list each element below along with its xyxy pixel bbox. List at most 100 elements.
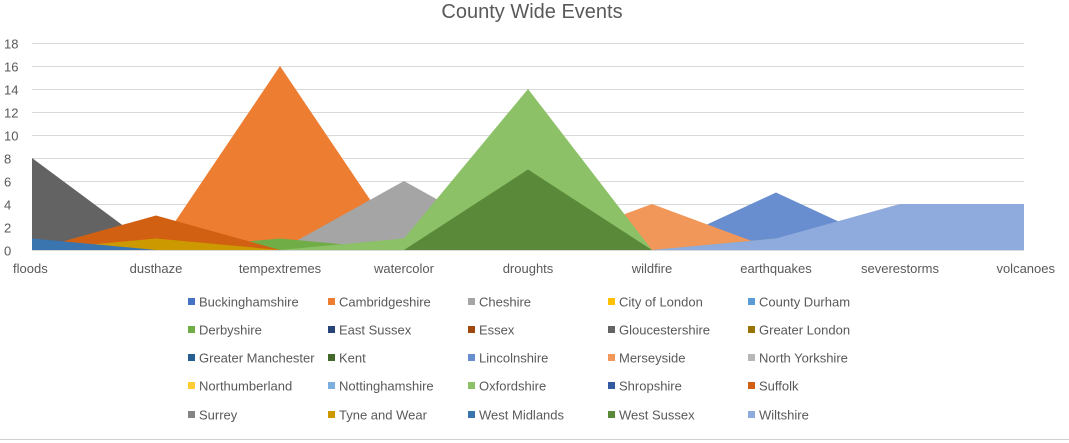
legend-swatch [468, 326, 475, 333]
x-tick-label: volcanoes [996, 261, 1055, 276]
legend-label: North Yorkshire [759, 351, 848, 366]
x-tick-label: droughts [503, 261, 554, 276]
legend-item-nottinghamshire[interactable]: Nottinghamshire [328, 379, 434, 394]
legend-item-surrey[interactable]: Surrey [188, 408, 238, 423]
series-areas [32, 66, 1024, 250]
legend-item-city-of-london[interactable]: City of London [608, 295, 703, 310]
legend-item-oxfordshire[interactable]: Oxfordshire [468, 379, 546, 394]
area-wiltshire [32, 204, 1024, 250]
x-tick-label: severestorms [861, 261, 940, 276]
legend-swatch [468, 411, 475, 418]
legend-item-north-yorkshire[interactable]: North Yorkshire [748, 351, 848, 366]
legend-item-greater-manchester[interactable]: Greater Manchester [188, 351, 315, 366]
legend-label: Greater Manchester [199, 351, 315, 366]
y-tick-label: 18 [4, 37, 18, 52]
legend-label: Suffolk [759, 379, 799, 394]
legend-swatch [188, 411, 195, 418]
legend-swatch [748, 411, 755, 418]
legend-label: Shropshire [619, 379, 682, 394]
y-tick-label: 14 [4, 83, 18, 98]
legend-item-buckinghamshire[interactable]: Buckinghamshire [188, 295, 299, 310]
y-tick-label: 12 [4, 106, 18, 121]
area-lincolnshire [32, 192, 1024, 250]
legend-swatch [468, 382, 475, 389]
legend-item-county-durham[interactable]: County Durham [748, 295, 850, 310]
legend-swatch [328, 326, 335, 333]
y-tick-label: 8 [4, 152, 11, 167]
chart-title: County Wide Events [441, 1, 622, 23]
legend-swatch [608, 354, 615, 361]
legend-label: City of London [619, 295, 703, 310]
legend-label: Lincolnshire [479, 351, 548, 366]
legend-label: Surrey [199, 408, 238, 423]
legend-item-merseyside[interactable]: Merseyside [608, 351, 685, 366]
legend-item-cheshire[interactable]: Cheshire [468, 295, 531, 310]
legend-item-lincolnshire[interactable]: Lincolnshire [468, 351, 548, 366]
legend-label: East Sussex [339, 323, 412, 338]
legend-item-northumberland[interactable]: Northumberland [188, 379, 292, 394]
legend-swatch [468, 354, 475, 361]
legend-label: Northumberland [199, 379, 292, 394]
legend-swatch [748, 326, 755, 333]
legend-label: Buckinghamshire [199, 295, 299, 310]
legend-item-derbyshire[interactable]: Derbyshire [188, 323, 262, 338]
y-tick-label: 16 [4, 60, 18, 75]
legend-item-gloucestershire[interactable]: Gloucestershire [608, 323, 710, 338]
x-tick-label: floods [13, 261, 48, 276]
y-tick-label: 10 [4, 129, 18, 144]
legend: Buckinghamshire Cambridgeshire Cheshire Cit… [188, 295, 850, 423]
legend-swatch [748, 354, 755, 361]
legend-label: Greater London [759, 323, 850, 338]
legend-label: County Durham [759, 295, 850, 310]
y-tick-label: 4 [4, 198, 11, 213]
legend-swatch [608, 411, 615, 418]
legend-item-tyne-and-wear[interactable]: Tyne and Wear [328, 408, 428, 423]
legend-swatch [188, 298, 195, 305]
legend-swatch [608, 298, 615, 305]
legend-label: Tyne and Wear [339, 408, 428, 423]
legend-label: Oxfordshire [479, 379, 546, 394]
legend-item-shropshire[interactable]: Shropshire [608, 379, 682, 394]
x-tick-label: watercolor [373, 261, 435, 276]
legend-swatch [748, 382, 755, 389]
x-tick-label: earthquakes [740, 261, 812, 276]
x-tick-label: tempextremes [239, 261, 322, 276]
legend-swatch [188, 354, 195, 361]
legend-item-east-sussex[interactable]: East Sussex [328, 323, 412, 338]
legend-swatch [188, 382, 195, 389]
legend-swatch [328, 411, 335, 418]
legend-item-west-sussex[interactable]: West Sussex [608, 408, 695, 423]
legend-label: Essex [479, 323, 515, 338]
x-tick-label: wildfire [631, 261, 672, 276]
y-tick-label: 0 [4, 244, 11, 259]
area-cambridgeshire [32, 66, 1024, 250]
legend-label: West Midlands [479, 408, 565, 423]
legend-label: Derbyshire [199, 323, 262, 338]
x-axis: floods dusthaze tempextremes watercolor drou… [13, 261, 1055, 276]
legend-label: Wiltshire [759, 408, 809, 423]
y-tick-label: 2 [4, 221, 11, 236]
legend-swatch [328, 382, 335, 389]
y-axis: 0 2 4 6 8 10 12 14 16 18 [4, 37, 18, 259]
legend-label: Cheshire [479, 295, 531, 310]
legend-label: Kent [339, 351, 366, 366]
legend-item-essex[interactable]: Essex [468, 323, 515, 338]
legend-swatch [328, 298, 335, 305]
legend-item-suffolk[interactable]: Suffolk [748, 379, 799, 394]
legend-item-cambridgeshire[interactable]: Cambridgeshire [328, 295, 431, 310]
legend-item-west-midlands[interactable]: West Midlands [468, 408, 565, 423]
legend-label: Nottinghamshire [339, 379, 434, 394]
legend-label: West Sussex [619, 408, 695, 423]
legend-label: Merseyside [619, 351, 685, 366]
area-west-midlands [32, 238, 1024, 250]
legend-swatch [608, 382, 615, 389]
legend-swatch [468, 298, 475, 305]
y-tick-label: 6 [4, 175, 11, 190]
legend-swatch [608, 326, 615, 333]
area-derbyshire [32, 238, 1024, 250]
legend-item-greater-london[interactable]: Greater London [748, 323, 850, 338]
legend-item-kent[interactable]: Kent [328, 351, 366, 366]
legend-swatch [188, 326, 195, 333]
legend-item-wiltshire[interactable]: Wiltshire [748, 408, 809, 423]
